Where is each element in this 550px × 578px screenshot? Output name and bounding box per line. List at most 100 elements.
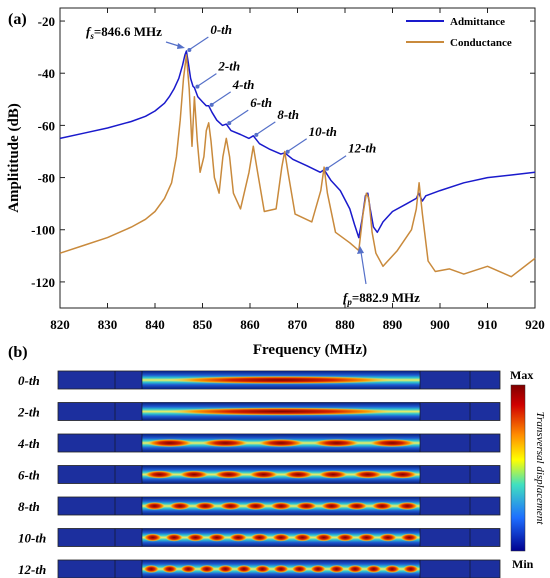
legend-label-admittance: Admittance [450, 16, 505, 28]
x-tick-label: 890 [383, 317, 403, 332]
displacement-lobe [283, 470, 313, 479]
displacement-lobe [180, 565, 197, 573]
displacement-lobe [291, 565, 308, 573]
displacement-lobe [314, 533, 333, 542]
displacement-lobe [318, 470, 348, 479]
x-tick-label: 870 [288, 317, 308, 332]
x-axis-label: Frequency (MHz) [253, 342, 367, 358]
fp-arrow [360, 251, 367, 285]
fp-arrow-head [357, 246, 364, 254]
displacement-lobe [179, 470, 209, 479]
displacement-lobe [293, 533, 312, 542]
mode-arrow-head [209, 102, 214, 107]
displacement-lobe [249, 470, 279, 479]
displacement-lobe [272, 533, 290, 542]
fs-arrow-head [177, 43, 185, 49]
fs-annotation: fs=846.6 MHz [86, 24, 185, 49]
displacement-lobe [400, 533, 419, 542]
mode-label: 10-th [309, 124, 337, 139]
mode-row-10-th: 10-th [18, 528, 501, 547]
x-tick-label: 860 [240, 317, 260, 332]
fs-label: fs=846.6 MHz [86, 24, 162, 41]
displacement-lobe [273, 565, 289, 573]
mode-label: 12-th [348, 141, 376, 156]
displacement-lobe [388, 470, 418, 479]
displacement-lobe [214, 470, 244, 479]
mode-shape-rows: 0-th 2-th 4-th 6-th 8-th 10-th 12-th [17, 370, 501, 578]
displacement-lobe [396, 502, 418, 510]
mode-row-label: 8-th [18, 499, 40, 514]
colorbar-gradient [510, 384, 526, 552]
mode-row-2-th: 2-th [17, 402, 501, 421]
displacement-lobe [365, 565, 382, 573]
active-region [142, 465, 420, 484]
displacement-lobe [310, 565, 326, 573]
displacement-lobe [402, 565, 419, 573]
displacement-lobe [207, 533, 226, 542]
displacement-lobe [368, 439, 416, 447]
mode-arrow [190, 36, 209, 50]
displacement-lobe [164, 376, 398, 384]
mode-row-0-th: 0-th [18, 370, 501, 390]
fp-value: =882.9 MHz [352, 290, 420, 305]
fs-value: =846.6 MHz [94, 24, 162, 39]
displacement-lobe [143, 565, 160, 573]
mode-arrow [212, 91, 232, 105]
displacement-lobe [229, 533, 248, 542]
displacement-lobe [144, 502, 166, 510]
mode-label: 0-th [210, 22, 232, 37]
fp-symbol: f [343, 290, 349, 305]
displacement-lobe [313, 439, 360, 447]
y-axis-label: Amplititude (dB) [6, 103, 22, 213]
colorbar: Max Min Transversal displacement [510, 368, 546, 571]
displacement-lobe [217, 565, 234, 573]
displacement-lobe [378, 533, 397, 542]
mode-arrow-head [325, 166, 330, 171]
displacement-lobe [328, 565, 345, 573]
displacement-lobe [146, 439, 194, 447]
mode-row-label: 0-th [18, 373, 40, 388]
axes: 820 830 840 850 860 870 880 890 900 910 920 -20 -40 -… [31, 8, 545, 332]
displacement-lobe [169, 502, 191, 510]
mode-row-label: 12-th [18, 562, 46, 577]
x-tick-label: 900 [430, 317, 450, 332]
mode-row-12-th: 12-th [18, 559, 501, 578]
mode-label: 2-th [217, 59, 240, 74]
displacement-lobe [199, 565, 215, 573]
mode-arrow-head [187, 48, 192, 53]
mode-arrow [327, 155, 347, 169]
plot-area: 820 830 840 850 860 870 880 890 900 910 920 -20 -40 -… [31, 7, 545, 332]
mode-arrow-head [285, 149, 290, 154]
displacement-lobe [346, 502, 368, 510]
displacement-lobe [270, 502, 292, 510]
fp-label: fp=882.9 MHz [343, 290, 420, 307]
legend: Admittance Conductance [406, 16, 512, 49]
series-lines [59, 50, 536, 278]
displacement-lobe [194, 502, 216, 510]
x-tick-label: 820 [50, 317, 70, 332]
displacement-lobe [371, 502, 393, 510]
y-tick-label: -80 [38, 171, 55, 186]
mode-row-4-th: 4-th [17, 433, 501, 453]
displacement-lobe [143, 533, 162, 542]
mode-row-label: 10-th [18, 531, 46, 546]
mode-label: 6-th [250, 95, 272, 110]
y-tick-label: -120 [31, 275, 55, 290]
displacement-lobe [336, 533, 355, 542]
y-tick-label: -60 [38, 118, 55, 133]
y-tick-label: -40 [38, 66, 55, 81]
colorbar-max-label: Max [510, 368, 533, 382]
fs-symbol: f [86, 24, 92, 39]
fp-subscript: p [346, 297, 352, 307]
displacement-lobe [250, 533, 269, 542]
mode-arrow [288, 138, 308, 152]
panel-b-label: (b) [8, 344, 28, 361]
displacement-lobe [320, 502, 343, 510]
displacement-lobe [257, 439, 305, 447]
mode-arrow-head [254, 132, 259, 137]
mode-arrow [198, 73, 217, 87]
displacement-lobe [245, 502, 267, 510]
y-tick-label: -20 [38, 14, 55, 29]
mode-arrow [256, 121, 276, 135]
